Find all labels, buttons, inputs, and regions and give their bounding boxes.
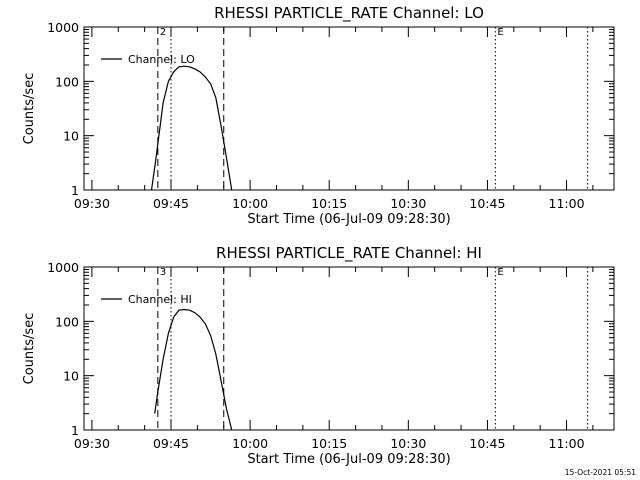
chart-title: RHESSI PARTICLE_RATE Channel: LO [214, 4, 484, 23]
x-tick-label: 10:30 [390, 436, 426, 451]
x-tick-label: 10:45 [469, 196, 505, 211]
y-tick-label: 1000 [47, 260, 79, 275]
x-tick-label: 10:00 [232, 436, 268, 451]
y-tick-label: 1000 [47, 20, 79, 35]
plot-frame [83, 26, 615, 191]
y-tick-label: 1 [71, 423, 79, 438]
footer-timestamp: 15-Oct-2021 05:51 [565, 468, 636, 477]
x-axis-label: Start Time (06-Jul-09 09:28:30) [247, 212, 450, 227]
time-marker-label: E [497, 27, 503, 38]
legend-label: Channel: HI [128, 293, 192, 306]
legend-label: Channel: LO [128, 53, 195, 66]
x-axis-label: Start Time (06-Jul-09 09:28:30) [247, 452, 450, 467]
y-axis-label: Counts/sec [22, 313, 37, 385]
y-tick-label: 10 [63, 129, 79, 144]
time-marker-label: 2 [160, 27, 166, 38]
x-tick-label: 10:00 [232, 196, 268, 211]
y-tick-label: 100 [55, 314, 79, 329]
series-line [154, 308, 233, 431]
y-tick-label: 10 [63, 369, 79, 384]
series-line [150, 65, 233, 191]
time-marker-label: 3 [160, 267, 166, 278]
time-marker-label: E [497, 267, 503, 278]
y-tick-label: 1 [71, 183, 79, 198]
x-tick-label: 10:15 [311, 436, 347, 451]
y-tick-label: 100 [55, 74, 79, 89]
chart-title: RHESSI PARTICLE_RATE Channel: HI [216, 244, 482, 263]
x-tick-label: 09:30 [74, 196, 110, 211]
x-tick-label: 10:30 [390, 196, 426, 211]
x-tick-label: 11:00 [549, 436, 585, 451]
x-tick-label: 09:30 [74, 436, 110, 451]
x-tick-label: 11:00 [549, 196, 585, 211]
x-tick-label: 10:45 [469, 436, 505, 451]
x-tick-label: 09:45 [153, 196, 189, 211]
plot-frame [83, 266, 615, 431]
x-tick-label: 09:45 [153, 436, 189, 451]
y-axis-label: Counts/sec [22, 73, 37, 145]
x-tick-label: 10:15 [311, 196, 347, 211]
